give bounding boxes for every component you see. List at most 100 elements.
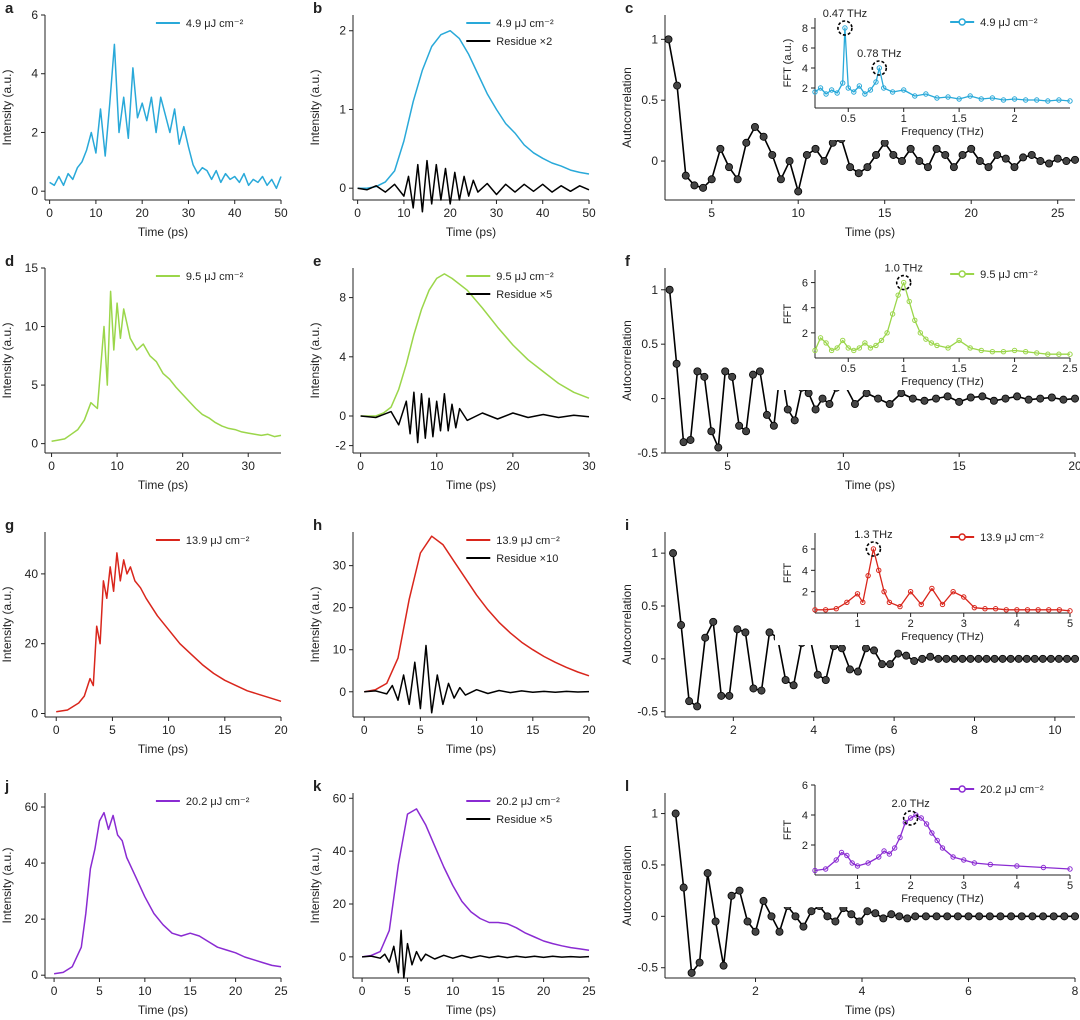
y-tick-label: 4 (802, 810, 808, 822)
data-point (855, 917, 864, 926)
peak-marker (902, 810, 919, 826)
x-tick-label: 15 (492, 984, 506, 998)
fft-point (817, 85, 824, 91)
data-point (870, 646, 879, 655)
panel-letter: i (625, 517, 629, 534)
x-tick-label: 10 (792, 206, 806, 220)
data-point (850, 400, 859, 409)
panel-a: a 0 10 20 30 40 50 0 2 4 6 Time (ps) Intensity (a.u.… (0, 0, 288, 239)
peak-marker (871, 60, 888, 76)
fft-point (876, 65, 883, 71)
legend-entry: 20.2 μJ cm⁻² (496, 796, 560, 808)
panel-letter: d (5, 253, 14, 270)
legend-entry: 13.9 μJ cm⁻² (980, 532, 1044, 544)
data-point (717, 691, 726, 700)
series-0-line (364, 535, 590, 693)
data-point (1036, 157, 1045, 166)
fft-point (897, 603, 903, 610)
data-point (993, 150, 1002, 159)
x-tick-label: 25 (274, 984, 288, 998)
data-point (755, 367, 764, 376)
data-point (1060, 912, 1069, 921)
fft-point (945, 94, 951, 100)
fft-point (961, 857, 967, 863)
x-tick-label: 20 (582, 723, 596, 737)
fft-point (838, 849, 845, 856)
fft-point (989, 95, 996, 101)
x-tick-label: 0 (357, 459, 364, 473)
fft-point (978, 96, 985, 102)
fft-point (891, 845, 898, 851)
data-point (885, 400, 894, 409)
fft-point (956, 96, 962, 102)
y-tick-label: 4 (802, 63, 808, 75)
y-axis-label: Autocorrelation (620, 67, 634, 148)
y-tick-label: 0 (651, 154, 658, 168)
fft-point (907, 588, 914, 595)
data-point (966, 393, 975, 402)
data-point (818, 394, 827, 403)
x-tick-label: 30 (582, 459, 596, 473)
fft-point (851, 347, 857, 354)
fft-point (886, 851, 893, 857)
data-point (1007, 912, 1016, 921)
fft-point (842, 25, 848, 31)
data-point (679, 438, 688, 447)
data-point (908, 394, 917, 403)
fft-point (1046, 607, 1052, 613)
fft-point (1067, 351, 1073, 357)
data-point (725, 163, 734, 172)
data-point (915, 157, 924, 166)
data-point (872, 150, 881, 159)
data-point (807, 907, 816, 916)
data-point (902, 651, 911, 660)
inset-background (775, 262, 1075, 390)
x-tick-label: 20 (443, 206, 457, 220)
inset-i: 1 2 3 4 5 2 4 6 Frequency (THz) FFT 1.3 THz 13.9 μJ… (775, 525, 1075, 645)
panel-letter: l (625, 778, 629, 795)
fft-point (856, 345, 863, 351)
fft-point (873, 79, 879, 85)
data-point (769, 421, 778, 430)
x-tick-label: 6 (965, 984, 972, 998)
peak-label: 1.0 THz (885, 263, 923, 275)
fft-point (900, 279, 907, 286)
y-axis-label: Intensity (a.u.) (308, 847, 322, 923)
data-point (1030, 654, 1039, 663)
data-point (757, 686, 766, 695)
data-point (790, 416, 799, 425)
y-tick-label: 0 (339, 409, 346, 423)
x-tick-label: 15 (878, 206, 892, 220)
data-point (978, 392, 987, 401)
data-point (932, 394, 941, 403)
y-tick-label: 4 (339, 350, 346, 364)
series-1-line (364, 644, 590, 714)
x-tick-label: 10 (89, 206, 103, 220)
fft-point (1040, 864, 1047, 871)
y-tick-label: 10 (333, 643, 347, 657)
fft-point (912, 93, 918, 99)
x-tick-label: 1 (901, 113, 907, 125)
peak-marker (895, 274, 912, 291)
fft-point (939, 601, 946, 608)
fft-point (1045, 351, 1051, 357)
data-point (967, 144, 976, 153)
y-tick-label: 20 (25, 912, 39, 926)
x-tick-label: 1 (901, 363, 907, 375)
fft-point (1011, 347, 1018, 354)
fft-point (918, 601, 924, 608)
x-tick-label: 15 (953, 459, 967, 473)
fft-point (1022, 97, 1029, 103)
peak-label: 0.78 THz (857, 48, 901, 60)
data-point (716, 144, 725, 153)
data-point (791, 912, 800, 921)
inset-background (775, 777, 1075, 907)
x-tick-label: 50 (274, 206, 288, 220)
y-tick-label: 0.5 (641, 599, 658, 613)
data-point (923, 163, 932, 172)
data-point (799, 922, 808, 931)
x-axis-label: Time (ps) (446, 1003, 496, 1017)
x-tick-label: 50 (582, 206, 596, 220)
y-axis-label: Intensity (a.u.) (308, 69, 322, 145)
fft-point (1056, 351, 1062, 357)
